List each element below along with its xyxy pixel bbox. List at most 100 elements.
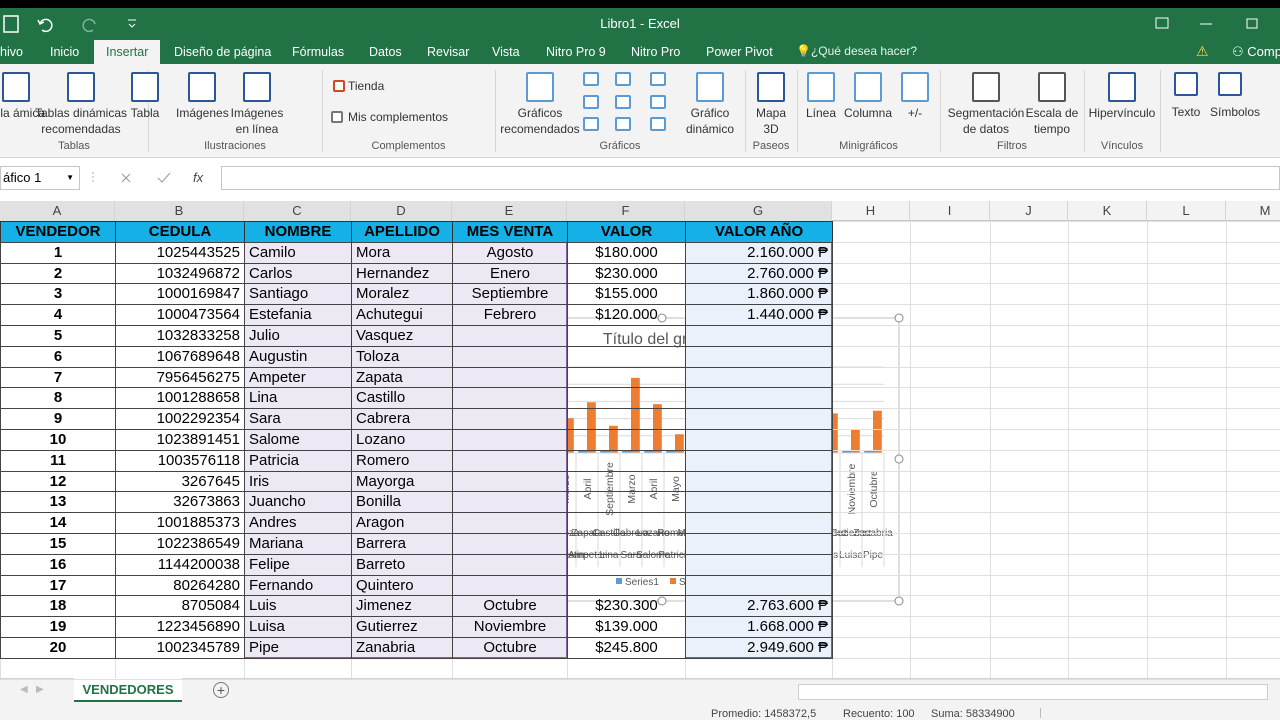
table-cell-empty	[685, 512, 833, 534]
table-cell-empty	[567, 345, 686, 368]
ribbon-tab[interactable]: Insertar	[94, 40, 161, 64]
table-cell: 4	[0, 304, 116, 326]
resize-handle[interactable]	[894, 313, 904, 323]
ribbon-tab[interactable]: Nitro Pro	[631, 45, 681, 59]
ribbon-button[interactable]: Línea	[805, 106, 837, 120]
formula-input[interactable]	[221, 166, 1280, 190]
table-cell: 1002345789	[115, 637, 245, 659]
ribbon-button[interactable]: Segmentación de datos	[947, 106, 1025, 136]
ribbon-icon	[243, 72, 271, 102]
sheet-tab[interactable]: VENDEDORES	[74, 678, 182, 702]
table-cell: Aragon	[351, 512, 453, 534]
ribbon-button[interactable]: Símbolos	[1210, 105, 1261, 119]
table-cell: 1.860.000 ₱	[685, 283, 833, 306]
ribbon-icon	[188, 72, 216, 102]
ribbon-tab[interactable]: Inicio	[50, 45, 80, 59]
save-icon[interactable]	[3, 15, 19, 33]
new-sheet[interactable]: +	[213, 682, 229, 698]
ribbon-button[interactable]: Mis complementos	[348, 110, 449, 124]
table-cell: Febrero	[452, 304, 568, 326]
ribbon-tab[interactable]: Datos	[369, 45, 402, 59]
name-box[interactable]: áfico 1 ▼	[0, 166, 80, 190]
table-cell-empty	[685, 345, 833, 368]
table-cell: 7	[0, 366, 116, 389]
table-cell: Lina	[244, 387, 352, 410]
ribbon-button[interactable]: +/-	[907, 106, 923, 120]
table-cell: Ampeter	[244, 366, 352, 389]
table-cell: Juancho	[244, 491, 352, 514]
table-cell: Patricia	[244, 449, 352, 472]
ribbon-tab[interactable]: hivo	[0, 45, 23, 59]
ribbon-icon	[757, 72, 785, 102]
ribbon-button[interactable]: Escala de tiempo	[1025, 106, 1079, 136]
table-cell-empty	[567, 470, 686, 493]
table-header-cell: VENDEDOR	[0, 221, 116, 243]
table-cell: $139.000	[567, 616, 686, 638]
warning-icon: ⚠	[1196, 43, 1209, 59]
ribbon-tab[interactable]: Revisar	[427, 45, 470, 59]
ribbon-button[interactable]: Imágenes	[176, 106, 229, 120]
ribbon-tab[interactable]: Power Pivot	[706, 45, 773, 59]
status-text: Recuento: 100	[843, 708, 915, 720]
share[interactable]: ⚇ Comp	[1232, 44, 1280, 60]
table-header-cell: VALOR AÑO	[685, 221, 833, 243]
table-cell: Barreto	[351, 553, 453, 576]
ribbon-button[interactable]: Tienda	[348, 79, 385, 93]
ribbon-tab[interactable]: Nitro Pro 9	[546, 45, 606, 59]
h-scrollbar[interactable]	[798, 684, 1268, 700]
ribbon-button[interactable]: Columna	[843, 106, 893, 120]
table-cell-empty	[685, 470, 833, 493]
table-cell: 2.760.000 ₱	[685, 262, 833, 285]
col-gridline	[990, 221, 991, 678]
table-cell: 17	[0, 574, 116, 597]
ribbon-tab[interactable]: Diseño de página	[174, 45, 272, 59]
ribbon-button[interactable]: Hipervínculo	[1088, 106, 1156, 120]
bar	[600, 450, 609, 453]
table-cell: 2.763.600 ₱	[685, 595, 833, 618]
ribbon-button[interactable]: Tablas dinámicas recomendadas	[34, 106, 128, 136]
ribbon-icon	[650, 117, 666, 131]
table-cell: Julio	[244, 325, 352, 347]
ribbon-button[interactable]: Texto	[1171, 105, 1201, 119]
title-bar	[0, 8, 1280, 64]
ribbon-button[interactable]: Mapa 3D	[755, 106, 787, 136]
tell-me[interactable]: 💡¿Qué desea hacer?	[796, 44, 917, 58]
tab-scroll: ◀ ▶	[20, 684, 44, 695]
row-gridline	[0, 678, 1280, 680]
ribbon-button[interactable]: Gráfico dinámico	[685, 106, 735, 136]
table-cell-empty	[452, 491, 568, 514]
table-cell: 2.949.600 ₱	[685, 637, 833, 659]
x-group-label: Patricia	[658, 550, 692, 561]
ribbon-icon	[1108, 72, 1136, 102]
resize-handle[interactable]	[894, 454, 904, 464]
formula-icons	[92, 172, 171, 184]
table-cell-empty	[452, 553, 568, 576]
resize-handle[interactable]	[657, 596, 667, 606]
ribbon-button[interactable]: Gráficos recomendados	[500, 106, 580, 136]
view-icons	[1040, 708, 1140, 718]
bar	[653, 404, 662, 453]
table-cell: Hernandez	[351, 262, 453, 285]
ribbon-button[interactable]: abla ámica	[0, 106, 46, 120]
table-cell: 1.440.000 ₱	[685, 304, 833, 326]
ribbon-options[interactable]	[1155, 17, 1169, 29]
ribbon-tab[interactable]: Fórmulas	[292, 45, 345, 59]
customize-icon[interactable]	[128, 19, 136, 28]
table-cell-empty	[685, 533, 833, 555]
enter-icon	[157, 172, 171, 183]
table-cell-empty	[452, 325, 568, 347]
restore[interactable]	[1246, 18, 1258, 29]
table-cell: 12	[0, 470, 116, 493]
resize-handle[interactable]	[894, 596, 904, 606]
ribbon-button[interactable]: Imágenes en línea	[230, 106, 284, 136]
table-cell: Toloza	[351, 345, 453, 368]
table-cell-empty	[685, 408, 833, 430]
ribbon-button[interactable]: Tabla	[130, 106, 160, 120]
table-cell: $155.000	[567, 283, 686, 306]
table-cell-empty	[452, 408, 568, 430]
undo-icon[interactable]	[37, 18, 53, 33]
resize-handle[interactable]	[657, 313, 667, 323]
fx-label[interactable]: fx	[193, 170, 204, 185]
table-cell: 19	[0, 616, 116, 638]
ribbon-tab[interactable]: Vista	[492, 45, 520, 59]
